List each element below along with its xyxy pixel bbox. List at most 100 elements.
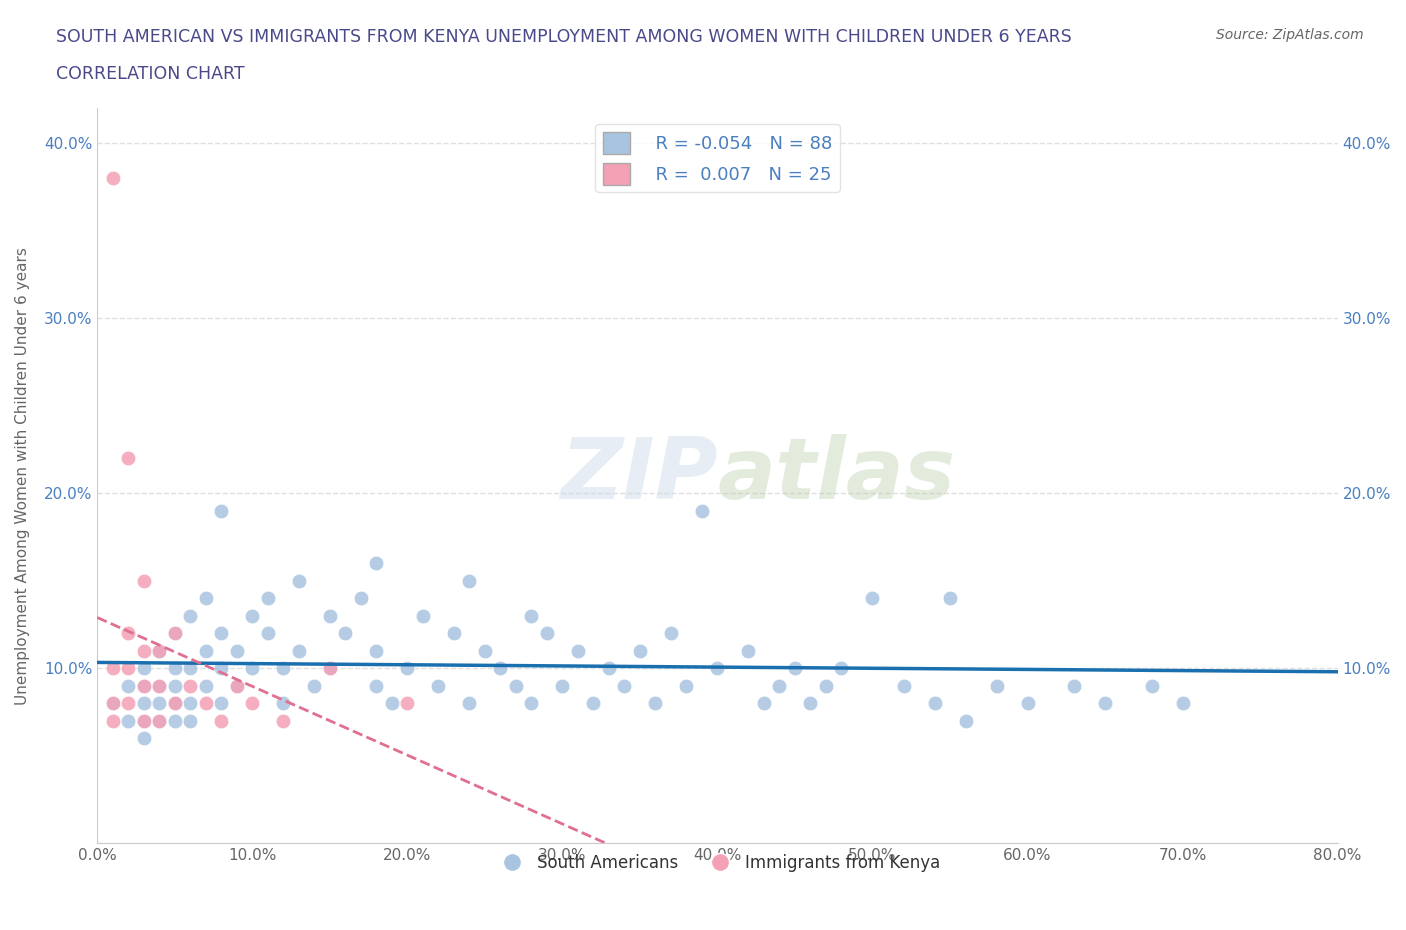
Text: ZIP: ZIP — [560, 434, 717, 517]
Point — [752, 696, 775, 711]
Point — [350, 591, 373, 605]
Point — [799, 696, 821, 711]
Point — [598, 660, 620, 675]
Point — [986, 678, 1008, 693]
Point — [179, 713, 201, 728]
Point — [706, 660, 728, 675]
Point — [1094, 696, 1116, 711]
Text: SOUTH AMERICAN VS IMMIGRANTS FROM KENYA UNEMPLOYMENT AMONG WOMEN WITH CHILDREN U: SOUTH AMERICAN VS IMMIGRANTS FROM KENYA … — [56, 28, 1071, 46]
Point — [163, 678, 186, 693]
Point — [412, 608, 434, 623]
Point — [132, 573, 155, 588]
Point — [163, 626, 186, 641]
Point — [924, 696, 946, 711]
Point — [240, 696, 263, 711]
Point — [319, 608, 342, 623]
Point — [458, 573, 481, 588]
Point — [489, 660, 512, 675]
Point — [366, 644, 388, 658]
Point — [458, 696, 481, 711]
Point — [179, 678, 201, 693]
Point — [194, 644, 217, 658]
Point — [659, 626, 682, 641]
Point — [132, 678, 155, 693]
Point — [396, 696, 419, 711]
Point — [474, 644, 496, 658]
Text: atlas: atlas — [717, 434, 956, 517]
Text: Source: ZipAtlas.com: Source: ZipAtlas.com — [1216, 28, 1364, 42]
Point — [582, 696, 605, 711]
Point — [271, 713, 294, 728]
Point — [163, 626, 186, 641]
Point — [148, 713, 170, 728]
Point — [240, 660, 263, 675]
Point — [520, 696, 543, 711]
Point — [148, 644, 170, 658]
Point — [101, 660, 124, 675]
Point — [1171, 696, 1194, 711]
Point — [132, 644, 155, 658]
Point — [117, 696, 139, 711]
Point — [955, 713, 977, 728]
Point — [551, 678, 574, 693]
Point — [783, 660, 806, 675]
Point — [194, 591, 217, 605]
Point — [288, 573, 311, 588]
Point — [209, 696, 232, 711]
Point — [117, 713, 139, 728]
Point — [536, 626, 558, 641]
Point — [288, 644, 311, 658]
Point — [1017, 696, 1039, 711]
Point — [132, 678, 155, 693]
Point — [194, 678, 217, 693]
Point — [163, 696, 186, 711]
Text: CORRELATION CHART: CORRELATION CHART — [56, 65, 245, 83]
Point — [179, 608, 201, 623]
Point — [132, 731, 155, 746]
Point — [644, 696, 666, 711]
Point — [830, 660, 852, 675]
Point — [768, 678, 790, 693]
Y-axis label: Unemployment Among Women with Children Under 6 years: Unemployment Among Women with Children U… — [15, 246, 30, 705]
Point — [1063, 678, 1085, 693]
Point — [148, 644, 170, 658]
Point — [271, 696, 294, 711]
Point — [209, 503, 232, 518]
Point — [366, 555, 388, 570]
Point — [256, 591, 278, 605]
Point — [209, 626, 232, 641]
Point — [225, 678, 247, 693]
Point — [240, 608, 263, 623]
Point — [209, 660, 232, 675]
Point — [117, 678, 139, 693]
Point — [148, 678, 170, 693]
Point — [737, 644, 759, 658]
Point — [690, 503, 713, 518]
Point — [520, 608, 543, 623]
Point — [862, 591, 884, 605]
Point — [132, 660, 155, 675]
Point — [628, 644, 651, 658]
Point — [117, 451, 139, 466]
Point — [101, 713, 124, 728]
Point — [319, 660, 342, 675]
Point — [209, 713, 232, 728]
Point — [381, 696, 404, 711]
Point — [427, 678, 450, 693]
Legend: South Americans, Immigrants from Kenya: South Americans, Immigrants from Kenya — [488, 847, 946, 879]
Point — [271, 660, 294, 675]
Point — [117, 660, 139, 675]
Point — [1140, 678, 1163, 693]
Point — [132, 713, 155, 728]
Point — [443, 626, 465, 641]
Point — [148, 713, 170, 728]
Point — [225, 678, 247, 693]
Point — [366, 678, 388, 693]
Point — [148, 696, 170, 711]
Point — [163, 713, 186, 728]
Point — [101, 170, 124, 185]
Point — [194, 696, 217, 711]
Point — [256, 626, 278, 641]
Point — [117, 626, 139, 641]
Point — [396, 660, 419, 675]
